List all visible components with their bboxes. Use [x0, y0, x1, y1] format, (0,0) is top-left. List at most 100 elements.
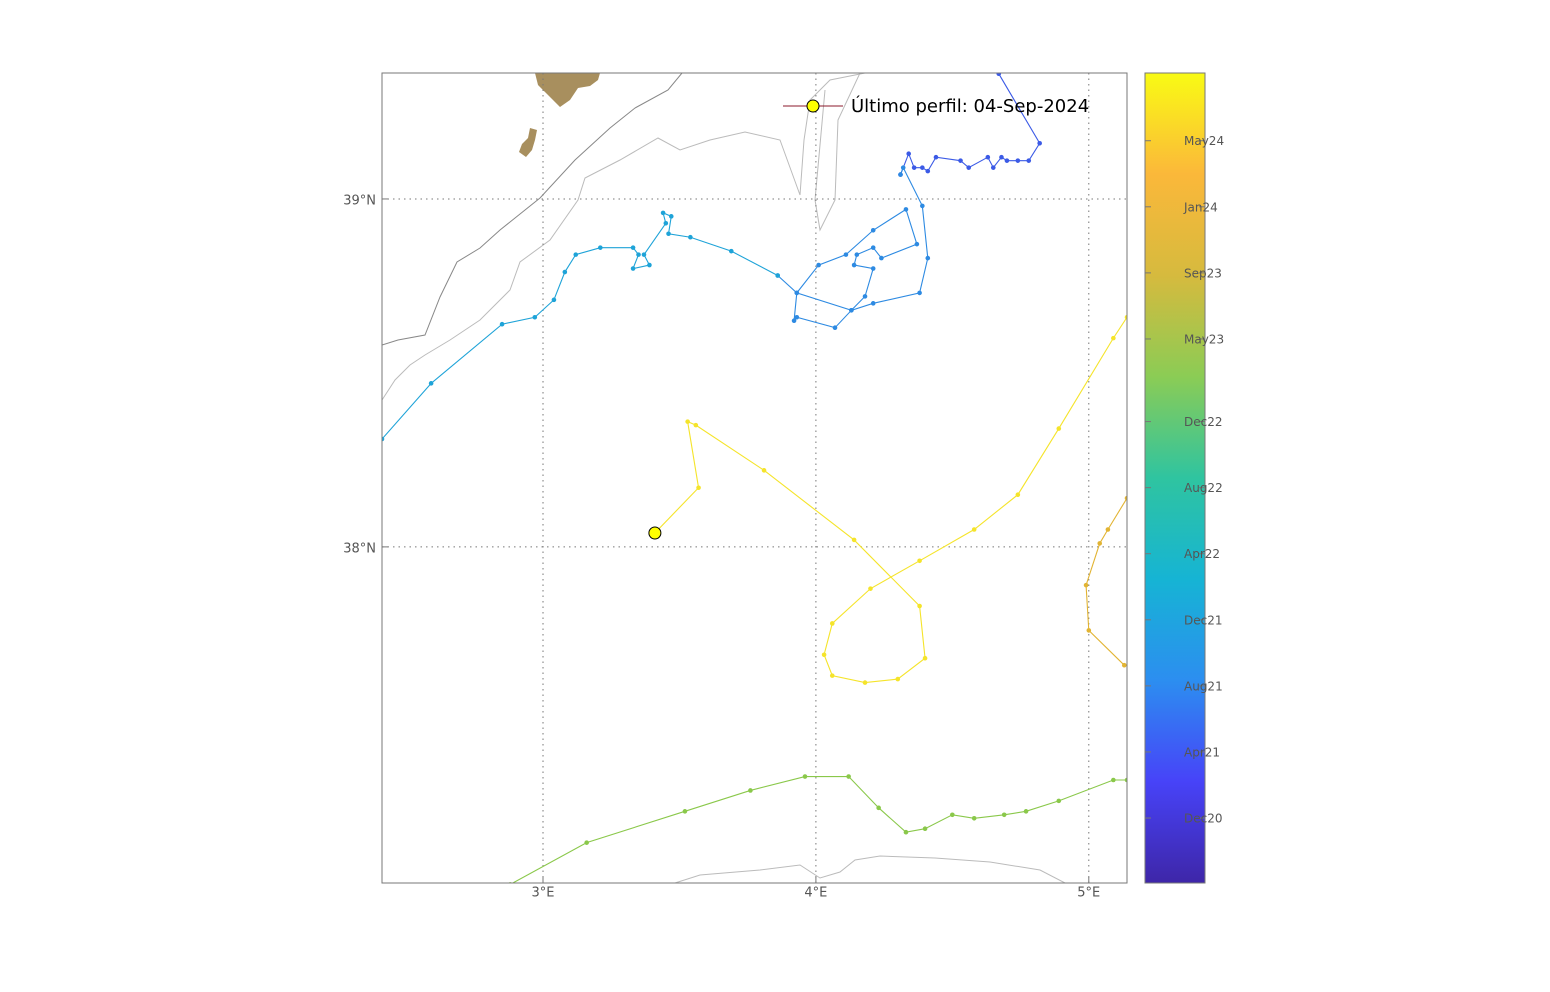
profile-point [685, 419, 690, 424]
profile-point [854, 252, 860, 257]
profile-point [903, 207, 909, 212]
profile-point [917, 290, 922, 296]
profile-point [925, 255, 931, 261]
profile-point [428, 381, 434, 386]
profile-point [868, 586, 873, 591]
x-tick-label: 3°E [532, 886, 555, 901]
y-tick-label: 39°N [343, 193, 376, 208]
last-profile [648, 526, 662, 540]
profile-point [1056, 798, 1062, 804]
profile-point [849, 307, 854, 313]
colorbar-label: May24 [1184, 134, 1224, 148]
profile-point [990, 165, 996, 170]
colorbar-label: Sep23 [1184, 266, 1222, 280]
x-tick-label: 5°E [1077, 886, 1100, 901]
colorbar-label: Dec22 [1184, 415, 1223, 429]
land [535, 73, 600, 107]
island [519, 128, 537, 157]
colorbar-label: Apr22 [1184, 547, 1220, 561]
profile-point [1105, 527, 1111, 532]
track [511, 775, 1127, 883]
profile-point [900, 165, 906, 170]
profile-point [829, 621, 835, 626]
profile-point [1037, 140, 1042, 146]
profile-point [1023, 809, 1029, 814]
profile-point [971, 815, 977, 821]
colorbar-label: Apr21 [1184, 745, 1220, 759]
profile-point [647, 262, 652, 268]
tracks [382, 73, 1127, 883]
profile-point [862, 294, 868, 299]
profile-point [903, 829, 909, 835]
profile-point [862, 680, 868, 685]
profile-point [870, 301, 876, 306]
profile-point [499, 321, 505, 327]
profile-point [917, 558, 922, 564]
profile-point [1015, 492, 1021, 498]
profile-point [914, 241, 920, 247]
profile-point [668, 214, 674, 219]
colorbar [1144, 72, 1206, 884]
basemap [382, 73, 1066, 883]
profile-point [696, 485, 701, 491]
map-area [382, 73, 1127, 883]
profile-point [382, 436, 385, 442]
profile-point [1124, 777, 1127, 783]
profile-point [666, 231, 671, 237]
profile-point [879, 255, 884, 261]
profile-point [761, 468, 767, 473]
profile-point [843, 252, 849, 257]
profile-point [870, 266, 876, 271]
profile-point [911, 165, 917, 170]
profile-point [851, 537, 857, 543]
profile-point [573, 252, 579, 257]
isobath [814, 73, 861, 232]
profile-point [584, 840, 589, 845]
y-tick-label: 38°N [343, 541, 376, 556]
profile-point [906, 151, 911, 157]
colorbar-label: Dec21 [1184, 613, 1223, 627]
profile-point [1111, 335, 1116, 341]
profile-point [748, 788, 753, 793]
profile-point [821, 652, 827, 658]
profile-point [636, 252, 641, 257]
profile-point [775, 273, 780, 278]
profile-point [663, 221, 669, 226]
profile-point [895, 676, 901, 682]
track [654, 316, 1127, 684]
profile-point [562, 269, 568, 275]
profile-point [1083, 582, 1089, 588]
profile-point [1111, 777, 1116, 783]
profile-point [870, 245, 876, 250]
profile-point [641, 252, 647, 257]
profile-point [870, 227, 876, 233]
profile-point [922, 826, 928, 832]
legend: Último perfil: 04-Sep-2024 [783, 95, 1089, 117]
profile-point [1097, 541, 1103, 546]
colorbar-label: May23 [1184, 332, 1224, 346]
profile-point [1124, 314, 1127, 320]
profile-point [917, 603, 922, 609]
profile-point [925, 168, 931, 174]
colorbar-label: Dec20 [1184, 812, 1223, 826]
colorbar-label: Jan24 [1183, 200, 1218, 214]
profile-point [829, 673, 835, 678]
profile-point [660, 210, 666, 216]
profile-point [920, 165, 925, 170]
isobath [382, 73, 683, 346]
x-tick-label: 4°E [804, 886, 827, 901]
track [382, 211, 778, 440]
grid: 3°E 4°E 5°E 38°N 39°N [343, 73, 1127, 901]
profile-point [920, 203, 925, 209]
profile-point [1121, 662, 1127, 668]
track [1085, 497, 1127, 666]
map-frame [381, 72, 1128, 884]
legend-label: Último perfil: 04-Sep-2024 [851, 95, 1089, 117]
profile-point [682, 809, 688, 814]
profile-point [933, 154, 939, 160]
legend-marker [806, 99, 820, 113]
profile-point [791, 318, 797, 324]
profile-point [1004, 158, 1010, 163]
profile-point [729, 248, 734, 254]
